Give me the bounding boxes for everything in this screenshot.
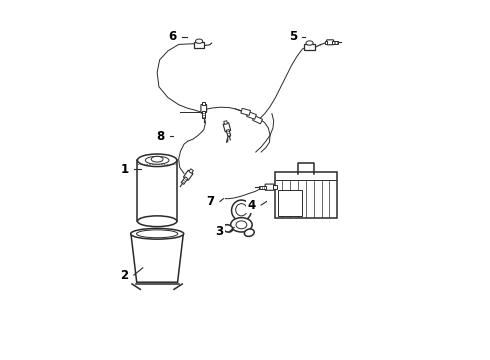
Ellipse shape	[306, 41, 313, 45]
Text: 5: 5	[289, 30, 297, 43]
Ellipse shape	[137, 230, 178, 238]
Bar	[224, 121, 227, 125]
FancyBboxPatch shape	[223, 123, 231, 132]
Bar	[181, 177, 188, 184]
Bar	[304, 44, 315, 50]
Ellipse shape	[151, 156, 163, 162]
Ellipse shape	[232, 200, 251, 221]
Bar	[226, 130, 231, 137]
Ellipse shape	[231, 218, 252, 232]
Ellipse shape	[236, 221, 247, 229]
Ellipse shape	[223, 225, 233, 232]
FancyBboxPatch shape	[327, 40, 334, 45]
FancyBboxPatch shape	[201, 104, 207, 113]
Bar	[137, 160, 177, 221]
Bar	[246, 112, 256, 119]
Ellipse shape	[137, 154, 177, 167]
FancyBboxPatch shape	[265, 184, 274, 190]
Bar	[252, 116, 263, 124]
Ellipse shape	[137, 216, 177, 226]
Text: 8: 8	[156, 130, 164, 143]
Text: 2: 2	[121, 269, 128, 282]
Bar	[202, 102, 205, 105]
Polygon shape	[131, 234, 183, 282]
Bar	[273, 185, 277, 189]
Bar	[259, 185, 267, 189]
Ellipse shape	[196, 39, 203, 43]
FancyBboxPatch shape	[184, 170, 193, 180]
Text: 6: 6	[169, 30, 177, 43]
Bar	[325, 41, 327, 44]
Bar	[278, 190, 302, 216]
Bar	[241, 108, 250, 116]
Bar	[202, 111, 205, 118]
Bar	[189, 169, 194, 173]
Text: 4: 4	[247, 199, 256, 212]
Ellipse shape	[236, 204, 247, 216]
Bar	[194, 42, 204, 48]
Ellipse shape	[146, 156, 169, 164]
Text: 1: 1	[121, 163, 128, 176]
Text: 3: 3	[216, 225, 223, 238]
Bar	[274, 172, 337, 219]
Text: 7: 7	[206, 195, 215, 208]
Ellipse shape	[131, 228, 184, 239]
Bar	[332, 41, 338, 44]
Ellipse shape	[245, 229, 254, 237]
